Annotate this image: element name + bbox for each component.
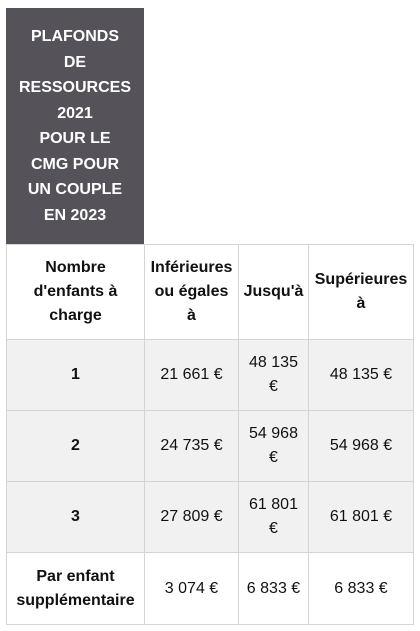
cell-higher: 48 135 € [308,339,414,411]
table-row: 1 21 661 € 48 135 € 48 135 € [6,339,414,411]
row-label: Par enfant supplémentaire [6,552,145,625]
row-label: 1 [6,339,145,411]
column-header-up-to: Jusqu'à [238,244,309,340]
table-row: 2 24 735 € 54 968 € 54 968 € [6,410,414,482]
cell-higher: 54 968 € [308,410,414,482]
row-label: 2 [6,410,145,482]
column-header-lower-or-equal: Inférieures ou égales à [144,244,239,340]
column-header-higher: Supérieures à [308,244,414,340]
table-header-row: Nombre d'enfants à charge Inférieures ou… [6,244,414,340]
cell-up-to: 48 135 € [238,339,309,411]
cell-lower-or-equal: 21 661 € [144,339,239,411]
cell-up-to: 61 801 € [238,481,309,553]
table-row: 3 27 809 € 61 801 € 61 801 € [6,481,414,553]
cell-lower-or-equal: 27 809 € [144,481,239,553]
column-header-children: Nombre d'enfants à charge [6,244,145,340]
cell-up-to: 6 833 € [238,552,309,625]
income-ceilings-table: Nombre d'enfants à charge Inférieures ou… [6,244,414,625]
cell-higher: 6 833 € [308,552,414,625]
cell-up-to: 54 968 € [238,410,309,482]
cell-lower-or-equal: 3 074 € [144,552,239,625]
table-row: Par enfant supplémentaire 3 074 € 6 833 … [6,552,414,625]
cell-higher: 61 801 € [308,481,414,553]
cell-lower-or-equal: 24 735 € [144,410,239,482]
table-title: PLAFONDS DE RESSOURCES 2021 POUR LE CMG … [6,8,144,244]
row-label: 3 [6,481,145,553]
